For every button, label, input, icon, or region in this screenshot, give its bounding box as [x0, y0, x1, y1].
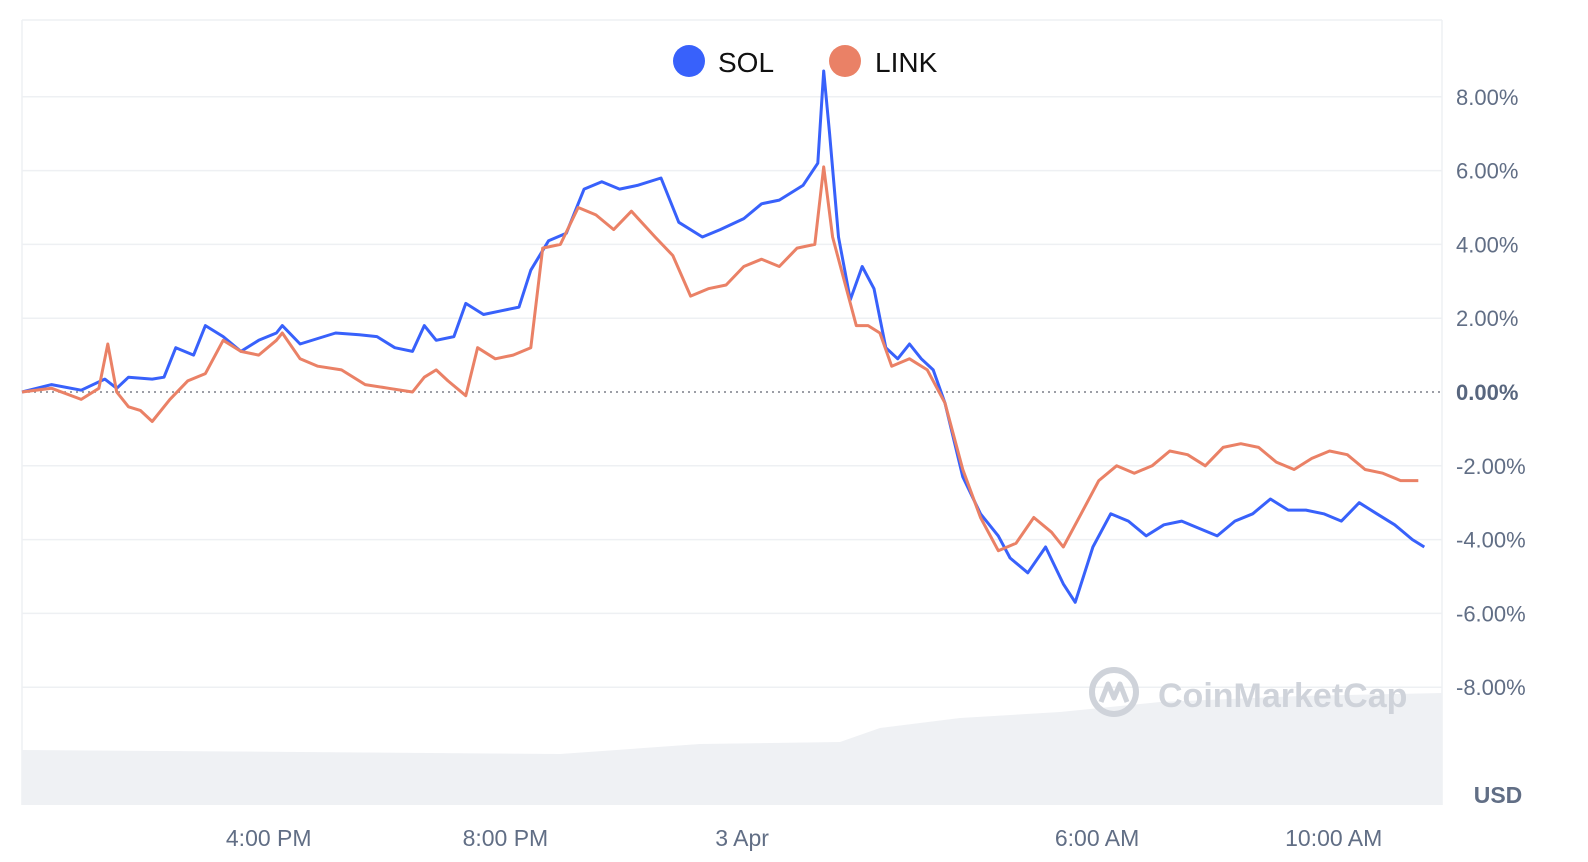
y-tick-label: 0.00%	[1456, 380, 1518, 405]
coinmarketcap-logo-icon	[1089, 667, 1139, 717]
x-tick-label: 4:00 PM	[226, 825, 312, 851]
y-gridlines	[22, 96, 1442, 688]
y-tick-label: 4.00%	[1456, 232, 1518, 257]
x-axis-ticks: 4:00 PM 8:00 PM 3 Apr 6:00 AM 10:00 AM	[226, 825, 1382, 851]
volume-area	[22, 693, 1442, 805]
series-line-link	[21, 165, 1419, 553]
y-axis-ticks: 8.00% 6.00% 4.00% 2.00% 0.00% -2.00% -4.00% -6.…	[1456, 85, 1526, 700]
legend-swatch-sol	[673, 45, 705, 77]
currency-unit-label: USD	[1474, 782, 1523, 808]
legend-label-sol: SOL	[718, 47, 774, 78]
x-tick-label: 6:00 AM	[1055, 825, 1139, 851]
y-tick-label: -4.00%	[1456, 528, 1526, 553]
series-line-sol	[21, 69, 1426, 604]
legend-swatch-link	[829, 45, 861, 77]
legend-label-link: LINK	[875, 47, 938, 78]
x-tick-label: 10:00 AM	[1285, 825, 1382, 851]
y-tick-label: -2.00%	[1456, 454, 1526, 479]
legend-item-link[interactable]: LINK	[829, 45, 938, 78]
legend[interactable]: SOL LINK	[673, 45, 938, 78]
y-tick-label: -6.00%	[1456, 601, 1526, 626]
series-layer	[21, 69, 1426, 604]
y-tick-label: 2.00%	[1456, 306, 1518, 331]
x-tick-label: 8:00 PM	[463, 825, 549, 851]
plot-frame	[21, 19, 1443, 805]
x-tick-label: 3 Apr	[715, 825, 769, 851]
watermark: CoinMarketCap	[1089, 667, 1407, 717]
y-tick-label: -8.00%	[1456, 675, 1526, 700]
legend-item-sol[interactable]: SOL	[673, 45, 774, 78]
watermark-text: CoinMarketCap	[1158, 677, 1407, 715]
y-tick-label: 6.00%	[1456, 159, 1518, 184]
y-tick-label: 8.00%	[1456, 85, 1518, 110]
